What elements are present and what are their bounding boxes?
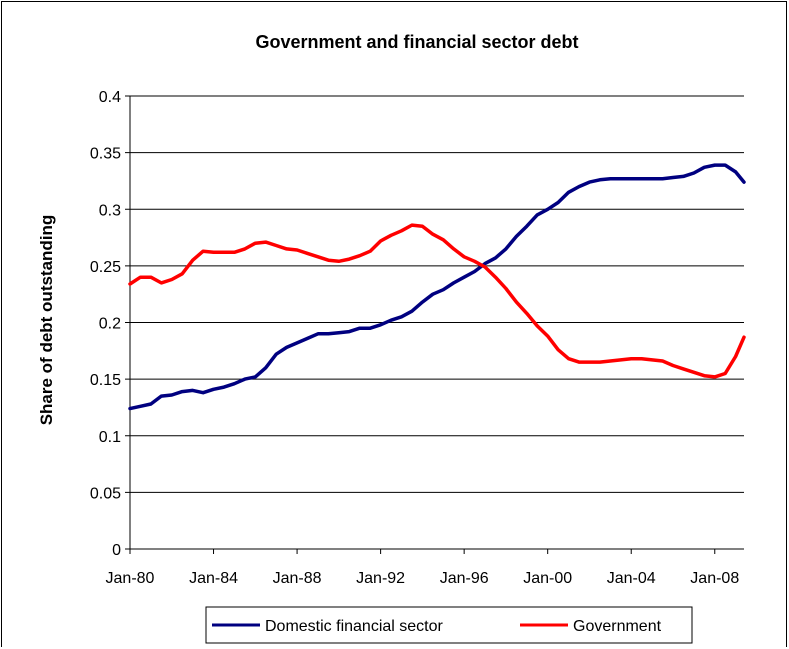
x-tick-label-4: Jan-96 xyxy=(440,570,489,587)
x-tick-label-5: Jan-00 xyxy=(523,570,572,587)
y-tick-label-6: 0.3 xyxy=(99,202,121,219)
y-tick-label-1: 0.05 xyxy=(90,485,121,502)
y-axis-label: Share of debt outstanding xyxy=(37,215,56,426)
series-line-domestic-financial-sector xyxy=(128,163,746,411)
chart-title: Government and financial sector debt xyxy=(255,32,578,52)
y-tick-label-8: 0.4 xyxy=(99,89,121,106)
x-tick-labels: Jan-80 Jan-84 Jan-88 Jan-92 Jan-96 Jan-00 Jan-… xyxy=(106,570,740,587)
series-line-government xyxy=(128,223,746,379)
x-tick-label-3: Jan-92 xyxy=(356,570,405,587)
legend-label-government: Government xyxy=(573,618,662,635)
x-tick-label-7: Jan-08 xyxy=(690,570,739,587)
y-tick-label-7: 0.35 xyxy=(90,146,121,163)
x-tick-label-6: Jan-04 xyxy=(607,570,656,587)
x-tick-label-2: Jan-88 xyxy=(273,570,322,587)
series-lines xyxy=(128,163,746,411)
gridlines xyxy=(130,95,744,493)
y-tick-label-5: 0.25 xyxy=(90,259,121,276)
y-tick-label-4: 0.2 xyxy=(99,316,121,333)
legend: Domestic financial sector Government xyxy=(205,606,693,644)
legend-box xyxy=(205,606,693,644)
y-tick-labels: 0 0.05 0.1 0.15 0.2 0.25 0.3 0.35 0.4 xyxy=(90,89,121,559)
legend-label-domestic-financial-sector: Domestic financial sector xyxy=(265,618,444,635)
y-tick-label-2: 0.1 xyxy=(99,429,121,446)
axes xyxy=(125,95,744,554)
y-tick-label-3: 0.15 xyxy=(90,372,121,389)
x-tick-label-0: Jan-80 xyxy=(106,570,155,587)
y-tick-label-0: 0 xyxy=(112,542,121,559)
x-tick-label-1: Jan-84 xyxy=(189,570,238,587)
